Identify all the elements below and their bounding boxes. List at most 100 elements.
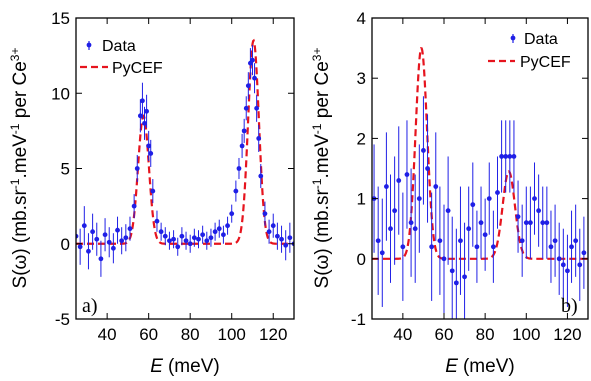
- y-tick-label: -5: [55, 310, 70, 329]
- y-tick-label: 1: [357, 190, 366, 209]
- data-point: [495, 190, 500, 195]
- data-point: [421, 148, 426, 153]
- data-point: [515, 214, 521, 220]
- data-point: [134, 166, 140, 171]
- data-point: [519, 238, 525, 244]
- data-point: [536, 208, 542, 214]
- pycef-curve-a: [76, 38, 294, 245]
- data-point: [81, 223, 87, 229]
- data-point: [158, 229, 164, 235]
- data-point: [179, 233, 185, 239]
- data-point: [167, 238, 172, 244]
- data-point: [258, 173, 264, 179]
- x-tick-label: 60: [139, 325, 158, 344]
- x-tick-label: 120: [553, 325, 581, 344]
- x-tick-label: 60: [435, 325, 454, 344]
- data-point: [191, 235, 197, 241]
- x-tick-label: 80: [476, 325, 495, 344]
- x-tick-label: 40: [393, 325, 412, 344]
- data-point: [384, 184, 389, 189]
- plot-frame-b: [371, 17, 589, 320]
- data-point: [233, 188, 239, 194]
- data-point: [262, 211, 268, 217]
- y-tick-label: 3: [357, 69, 366, 88]
- data-point: [396, 178, 402, 183]
- y-axis-b: -1 0 1 2 3 4: [351, 9, 588, 329]
- x-tick-label: 80: [181, 325, 200, 344]
- y-axis-label-b: S(ω) (mb.sr-1.meV-1 per Ce3+: [310, 48, 333, 289]
- y-tick-label: 0: [357, 250, 366, 269]
- data-point: [123, 235, 129, 241]
- data-point: [560, 262, 566, 268]
- data-point: [388, 226, 393, 232]
- legend-a: Data PyCEF: [80, 38, 163, 77]
- data-point: [569, 244, 574, 250]
- data-point: [144, 108, 149, 114]
- legend-data-label-a: Data: [102, 38, 136, 55]
- y-tick-label: 0: [61, 235, 70, 254]
- data-point: [449, 268, 455, 274]
- data-point: [486, 196, 492, 202]
- data-point: [283, 242, 289, 248]
- legend-data-marker-a: [86, 42, 92, 48]
- data-point: [507, 154, 513, 159]
- legend-b: Data PyCEF: [488, 31, 571, 71]
- data-points-b: [372, 96, 587, 319]
- data-point: [556, 256, 562, 262]
- data-point: [478, 220, 484, 226]
- data-point: [90, 229, 96, 235]
- data-point: [266, 229, 272, 235]
- legend-data-marker-b: [510, 35, 516, 41]
- data-points-a: [76, 45, 294, 277]
- data-point: [241, 128, 247, 134]
- data-point: [445, 208, 451, 214]
- pycef-line: [372, 46, 588, 260]
- data-point: [474, 244, 480, 250]
- data-point: [229, 211, 235, 217]
- x-axis-label-b: E (meV): [445, 356, 514, 377]
- data-point: [216, 226, 222, 232]
- y-tick-label: 4: [357, 9, 366, 28]
- data-point: [400, 244, 406, 250]
- data-point: [462, 274, 467, 280]
- panel-label-b: b): [561, 295, 578, 317]
- data-point: [187, 241, 193, 247]
- data-point: [106, 239, 112, 245]
- x-tick-label: 100: [512, 325, 540, 344]
- data-point: [458, 238, 463, 244]
- data-point: [212, 229, 218, 235]
- data-point: [148, 151, 154, 156]
- data-point: [254, 105, 260, 111]
- data-point: [175, 244, 181, 250]
- x-tick-label: 100: [218, 325, 246, 344]
- data-point: [252, 75, 257, 81]
- data-point: [171, 236, 176, 242]
- data-point: [115, 227, 120, 233]
- data-point: [279, 236, 284, 242]
- data-point: [150, 188, 156, 194]
- data-point: [511, 154, 517, 159]
- data-point: [137, 113, 143, 119]
- data-point: [482, 232, 488, 238]
- y-tick-label: 5: [61, 160, 70, 179]
- data-point: [528, 220, 533, 226]
- data-point: [94, 236, 100, 242]
- data-point: [441, 256, 447, 262]
- data-point: [131, 203, 137, 209]
- legend-pycef-label-a: PyCEF: [112, 60, 163, 77]
- data-point: [239, 143, 245, 149]
- data-point: [499, 154, 504, 159]
- data-point: [565, 268, 570, 274]
- data-point: [236, 166, 242, 171]
- data-point: [98, 256, 104, 262]
- data-point: [102, 232, 108, 238]
- data-point: [433, 184, 439, 189]
- data-point: [250, 57, 255, 63]
- x-axis-label-a: E (meV): [150, 356, 219, 377]
- data-point: [200, 232, 206, 238]
- y-axis-a: -5 0 5 10 15: [51, 9, 294, 329]
- data-point: [379, 250, 385, 256]
- data-point: [573, 238, 579, 244]
- y-axis-label-a: S(ω) (mb.sr-1.meV-1 per Ce3+: [8, 48, 31, 289]
